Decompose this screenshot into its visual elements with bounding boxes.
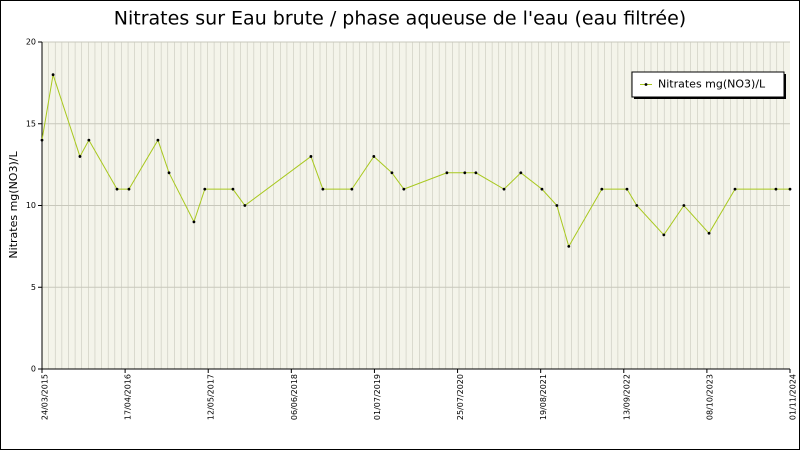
data-point — [625, 187, 629, 191]
data-point — [600, 187, 604, 191]
y-tick-label: 5 — [31, 283, 36, 292]
data-point — [774, 187, 778, 191]
data-point — [192, 220, 196, 224]
legend-marker — [644, 83, 648, 86]
data-point — [502, 187, 506, 191]
chart-title: Nitrates sur Eau brute / phase aqueuse d… — [114, 8, 686, 30]
data-point — [463, 171, 467, 175]
data-point — [662, 233, 666, 237]
x-tick-label: 13/09/2022 — [622, 374, 631, 420]
data-point — [372, 155, 376, 158]
data-point — [156, 138, 160, 142]
y-tick-label: 20 — [26, 38, 36, 47]
data-point — [350, 187, 354, 191]
y-tick-label: 0 — [31, 365, 36, 374]
data-point — [402, 187, 406, 191]
data-point — [321, 187, 325, 191]
data-point — [127, 187, 131, 191]
legend-label: Nitrates mg(NO3)/L — [658, 78, 766, 91]
x-tick-label: 01/11/2024 — [789, 374, 798, 420]
x-tick-label: 24/03/2015 — [41, 374, 50, 420]
x-tick-label: 17/04/2016 — [124, 374, 133, 420]
data-point — [78, 155, 82, 158]
data-point — [555, 204, 559, 207]
data-point — [51, 73, 55, 77]
data-point — [203, 187, 207, 191]
legend-box — [631, 71, 785, 98]
data-point — [309, 155, 313, 158]
data-point — [540, 187, 544, 191]
x-tick-label: 06/06/2018 — [290, 374, 299, 420]
data-point — [474, 171, 478, 175]
y-tick-label: 15 — [26, 119, 36, 128]
data-point — [733, 187, 737, 191]
data-point — [635, 204, 639, 207]
x-tick-label: 25/07/2020 — [456, 374, 465, 420]
data-point — [390, 171, 394, 175]
data-point — [788, 187, 792, 191]
y-axis-label: Nitrates mg(NO3)/L — [7, 151, 20, 259]
x-tick-label: 12/05/2017 — [207, 374, 216, 420]
data-point — [87, 138, 91, 142]
data-point — [243, 204, 247, 207]
data-point — [707, 231, 711, 235]
data-point — [567, 244, 571, 248]
x-tick-label: 01/07/2019 — [373, 374, 382, 420]
data-point — [231, 187, 235, 191]
data-point — [519, 171, 523, 175]
data-point — [40, 138, 44, 142]
data-point — [445, 171, 449, 175]
data-point — [682, 204, 686, 207]
data-point — [115, 187, 119, 191]
y-tick-label: 10 — [26, 201, 36, 210]
data-point — [167, 171, 171, 175]
x-tick-label: 19/08/2021 — [539, 374, 548, 420]
x-tick-label: 08/10/2023 — [705, 374, 714, 420]
